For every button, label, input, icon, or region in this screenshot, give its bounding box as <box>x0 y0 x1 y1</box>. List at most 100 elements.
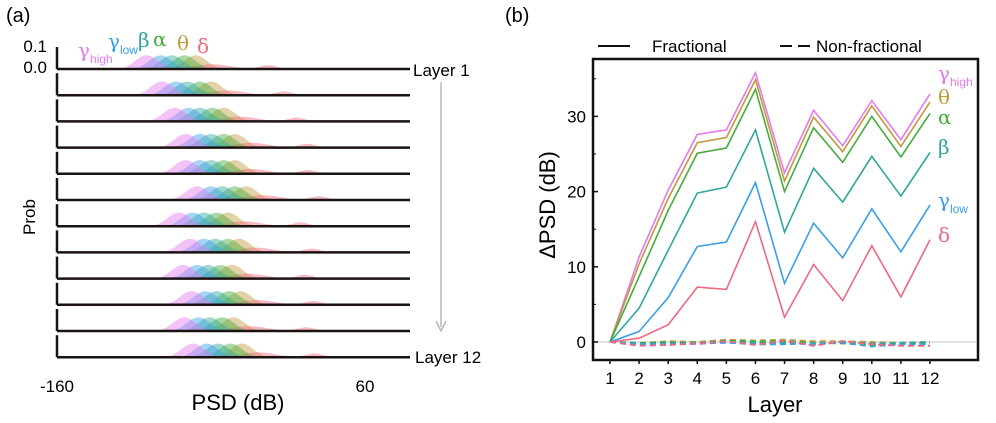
xtick-label: -160 <box>40 377 74 396</box>
density-alpha <box>57 107 386 122</box>
ytick-label: 10 <box>567 258 586 277</box>
density-alpha <box>57 264 386 279</box>
ridge-row-layer-1 <box>55 47 410 71</box>
density-alpha <box>57 133 386 148</box>
ridge-row-layer-9 <box>55 256 410 280</box>
panel-a: (a) 0.1 0.0 -160 60 PSD (dB) Prob Layer … <box>6 5 481 415</box>
line-nonfractional-delta <box>609 339 930 347</box>
density-theta <box>57 317 386 331</box>
ridge-row-layer-7 <box>55 204 410 228</box>
ytick-label: 20 <box>567 183 586 202</box>
ridge-row-layer-6 <box>55 178 410 202</box>
density-beta <box>57 238 386 253</box>
ytick-label: 0 <box>577 333 586 352</box>
xtick-label: 4 <box>693 369 702 388</box>
density-theta <box>57 160 386 174</box>
line-fractional-beta <box>609 127 931 343</box>
xtick-label: 2 <box>634 369 643 388</box>
density-theta <box>57 133 386 148</box>
xtick-label: 10 <box>862 369 881 388</box>
density-theta <box>57 264 386 279</box>
ridge-row-layer-5 <box>55 151 410 176</box>
density-delta <box>57 90 386 96</box>
density-delta <box>57 64 386 69</box>
density-alpha <box>57 317 386 331</box>
band-label-alpha: α <box>153 27 167 51</box>
xtick-label: 8 <box>809 369 818 388</box>
density-theta <box>57 81 386 96</box>
row-label-first: Layer 1 <box>413 61 470 80</box>
density-beta <box>57 212 386 227</box>
xtick-label: 60 <box>356 377 375 396</box>
band-label-delta: δ <box>197 34 209 58</box>
density-theta <box>57 212 386 227</box>
density-theta <box>57 238 386 253</box>
row-label-last: Layer 12 <box>415 348 481 367</box>
line-fractional-alpha <box>609 87 931 343</box>
density-theta <box>57 107 386 122</box>
band-label-theta: θ <box>177 31 189 55</box>
ridge-row-layer-3 <box>55 99 410 123</box>
density-beta <box>57 186 386 200</box>
density-beta <box>57 343 386 358</box>
line-fractional-theta <box>609 77 931 343</box>
panel-b-label: (b) <box>505 5 529 27</box>
density-alpha <box>57 238 386 253</box>
xtick-label: 7 <box>780 369 789 388</box>
ridgelines <box>55 47 410 359</box>
ridge-row-layer-2 <box>55 73 410 97</box>
series-label-theta: θ <box>938 85 950 109</box>
xtick-label: 11 <box>892 369 910 388</box>
ridge-row-layer-12 <box>55 335 410 359</box>
line-fractional-gamma-low <box>609 180 931 343</box>
density-alpha <box>57 186 386 200</box>
line-nonfractional-alpha <box>609 339 931 346</box>
density-alpha <box>57 160 386 174</box>
density-gamma-low <box>57 343 386 358</box>
density-delta <box>57 195 386 200</box>
panel-a-label: (a) <box>6 5 30 27</box>
series-label-delta: δ <box>938 223 950 247</box>
xtick-label: 3 <box>663 369 672 388</box>
density-alpha <box>57 343 386 358</box>
line-fractional-gamma-high <box>609 70 931 343</box>
ridge-row-layer-8 <box>55 230 410 254</box>
density-gamma-low <box>57 186 386 200</box>
density-alpha <box>57 291 386 305</box>
density-beta <box>57 264 386 279</box>
ridge-row-layer-10 <box>55 282 410 307</box>
x-axis-title: PSD (dB) <box>192 390 285 415</box>
band-label-gamma-low: γlow <box>108 29 138 57</box>
xtick-label: 9 <box>838 369 847 388</box>
xtick-label: 5 <box>722 369 731 388</box>
xtick-label: 6 <box>751 369 760 388</box>
density-theta <box>57 291 386 305</box>
density-beta <box>57 291 386 305</box>
density-beta <box>57 317 386 331</box>
x-axis-title: Layer <box>747 392 802 417</box>
line-fractional-delta <box>609 219 931 343</box>
panel-b: (b) Fractional Non-fractional Layer ΔPSD… <box>505 5 980 417</box>
legend-fractional: Fractional <box>652 37 727 56</box>
density-beta <box>57 133 386 148</box>
series-label-alpha: α <box>938 105 952 129</box>
xtick-label: 1 <box>605 369 614 388</box>
series-label-gamma-low: γlow <box>938 188 968 216</box>
density-alpha <box>57 212 386 227</box>
density-gamma-high <box>57 55 386 69</box>
density-beta <box>57 160 386 174</box>
y-axis-title: ΔPSD (dB) <box>535 151 560 259</box>
ytick-label: 0.1 <box>23 37 47 56</box>
legend-non-fractional: Non-fractional <box>816 37 922 56</box>
ridge-row-layer-4 <box>55 125 410 149</box>
series-label-beta: β <box>938 135 950 159</box>
xtick-label: 12 <box>921 369 940 388</box>
ytick-label: 30 <box>567 107 586 126</box>
ridge-row-layer-11 <box>55 309 410 333</box>
y-axis-title: Prob <box>20 199 39 235</box>
layer-arrow-head <box>435 320 447 333</box>
